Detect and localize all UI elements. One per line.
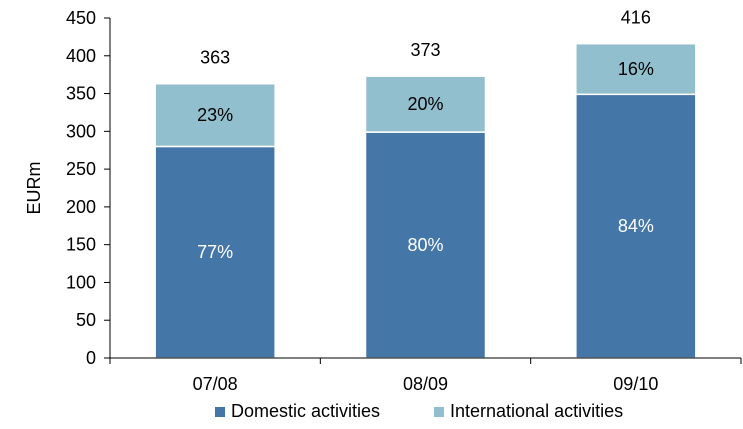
- bar-data-label: 77%: [197, 242, 233, 262]
- y-axis-title: EURm: [24, 162, 44, 215]
- bar-total-label: 416: [621, 8, 651, 28]
- y-tick-label: 400: [66, 46, 96, 66]
- bar-segment-international: [364, 75, 487, 133]
- legend: Domestic activities International activit…: [215, 401, 623, 421]
- y-tick-label: 450: [66, 8, 96, 28]
- y-tick-label: 0: [86, 348, 96, 368]
- bar-data-label: 80%: [407, 235, 443, 255]
- y-tick-label: 300: [66, 121, 96, 141]
- x-tick-label: 07/08: [193, 374, 238, 394]
- bar-data-label: 20%: [407, 94, 443, 114]
- bar-segment-domestic: [575, 93, 697, 359]
- bar-data-label: 23%: [197, 105, 233, 125]
- y-tick-label: 150: [66, 235, 96, 255]
- bar-segment-international: [154, 82, 276, 148]
- x-tick-label: 08/09: [403, 374, 448, 394]
- bar-total-label: 373: [410, 40, 440, 60]
- x-axis: 07/08 08/09 09/10: [109, 357, 742, 394]
- bars: 77% 23% 363 80% 20% 373 84% 16% 416: [154, 8, 697, 359]
- legend-label: International activities: [450, 401, 623, 421]
- bar-data-label: 16%: [618, 59, 654, 79]
- bar-segment-international: [575, 42, 697, 96]
- y-axis: 0 50 100 150 200 250 300 350 400 450: [66, 8, 111, 368]
- x-tick-label: 09/10: [613, 374, 658, 394]
- y-tick-label: 250: [66, 159, 96, 179]
- bar-data-label: 84%: [618, 216, 654, 236]
- y-tick-label: 100: [66, 272, 96, 292]
- legend-label: Domestic activities: [231, 401, 380, 421]
- y-tick-label: 50: [76, 310, 96, 330]
- bar-segment-domestic: [154, 145, 276, 359]
- legend-swatch: [215, 407, 225, 417]
- legend-swatch: [434, 407, 444, 417]
- y-tick-label: 350: [66, 84, 96, 104]
- y-tick-label: 200: [66, 197, 96, 217]
- bar-segment-domestic: [364, 131, 487, 359]
- bar-total-label: 363: [200, 48, 230, 68]
